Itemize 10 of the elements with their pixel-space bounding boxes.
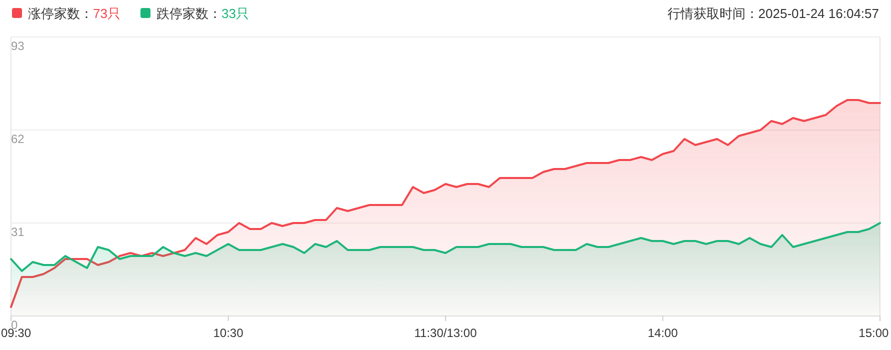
y-tick-label: 93 — [11, 39, 25, 53]
y-tick-label: 31 — [11, 225, 25, 239]
x-tick-label: 15:00 — [858, 326, 889, 340]
legend-label: 涨停家数：73只 — [28, 6, 120, 21]
x-tick-label: 14:00 — [648, 326, 678, 340]
y-tick-label: 62 — [11, 132, 25, 146]
legend-label: 跌停家数：33只 — [156, 6, 249, 21]
text: 行情获取时间：2025-01-24 16:04:57 — [667, 6, 879, 21]
x-tick-label: 11:30/13:00 — [414, 326, 478, 340]
x-tick-label: 10:30 — [213, 326, 244, 340]
